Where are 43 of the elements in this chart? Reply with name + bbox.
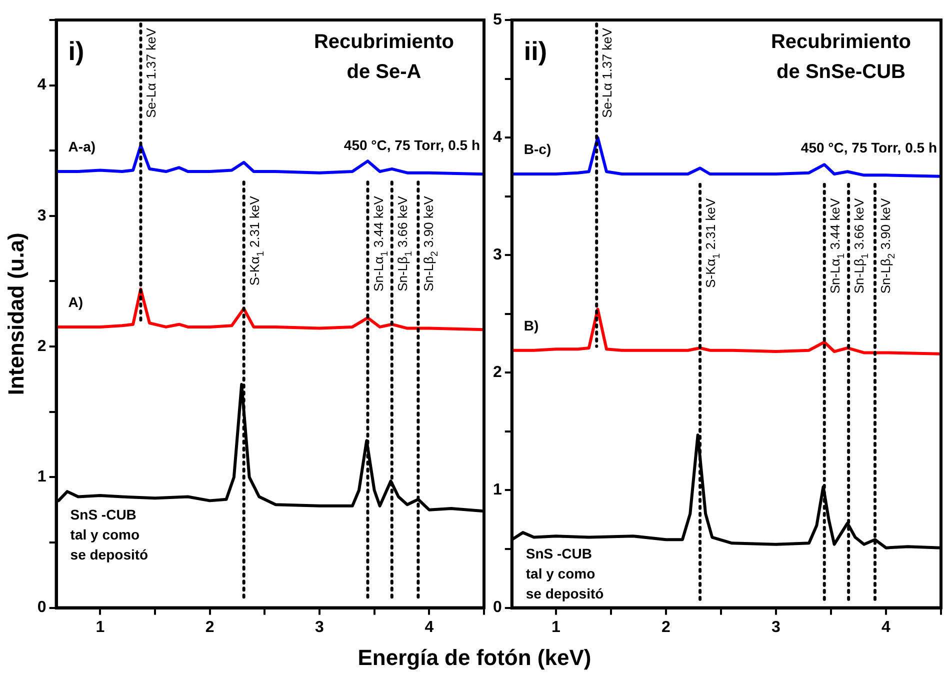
ref-line-label: S-Kα1 2.31 keV — [703, 198, 723, 288]
annotation: 450 °C, 75 Torr, 0.5 h — [344, 137, 480, 154]
ref-line-label: S-Kα1 2.31 keV — [246, 196, 266, 286]
ref-line-label: Se-Lα 1.37 keV — [600, 28, 615, 118]
x-tick-label: 2 — [661, 618, 670, 636]
x-tick-label: 3 — [772, 618, 781, 636]
y-tick-label: 3 — [37, 207, 46, 224]
ref-line-label: Sn-Lα1 3.44 keV — [827, 198, 847, 294]
x-tick-label: 1 — [96, 618, 105, 636]
x-tick-label: 4 — [882, 618, 891, 636]
y-tick-label: 3 — [492, 246, 502, 264]
ref-line-label: Sn-Lβ2 3.90 keV — [878, 198, 898, 294]
ref-line-label: Sn-Lα1 3.44 keV — [370, 196, 390, 292]
x-tick-label: 2 — [205, 618, 214, 636]
text: Recubrimiento de Se-A — [314, 31, 454, 83]
annotation: 450 °C, 75 Torr, 0.5 h — [800, 139, 937, 156]
y-axis-title: Intensidad (u.a) — [3, 232, 28, 396]
y-tick-label: 4 — [37, 76, 46, 94]
series-label: B-c) — [524, 141, 552, 158]
x-tick-label: 3 — [315, 618, 324, 636]
ref-line-label: Sn-Lβ1 3.66 keV — [852, 198, 872, 294]
series-label: B) — [524, 317, 539, 334]
y-tick-label: 1 — [37, 468, 46, 486]
annotation: ii) — [524, 36, 548, 66]
y-tick-label: 5 — [492, 11, 502, 28]
annotation: i) — [68, 36, 84, 66]
y-tick-label: 0 — [492, 599, 502, 616]
ref-line-label: Sn-Lβ1 3.66 keV — [394, 196, 414, 292]
series-label: SnS -CUB tal y como se depositó — [70, 506, 148, 563]
x-tick-label: 1 — [551, 618, 560, 636]
y-tick-label: 4 — [492, 128, 502, 146]
y-tick-label: 2 — [492, 364, 502, 382]
x-tick-label: 4 — [424, 618, 434, 636]
series-label: A-a) — [68, 138, 96, 155]
ref-line-label: Sn-Lβ2 3.90 keV — [421, 196, 441, 292]
x-axis-title: Energía de fotón (keV) — [356, 645, 592, 671]
series-label: A) — [68, 294, 84, 310]
y-tick-label: 2 — [37, 338, 46, 355]
y-tick-label: 0 — [37, 599, 46, 616]
ref-line-label: Se-Lα 1.37 keV — [144, 28, 159, 118]
y-tick-label: 1 — [492, 482, 502, 499]
series-label: SnS -CUB tal y como se depositó — [526, 546, 604, 602]
text: Recubrimiento de SnSe-CUB — [770, 31, 912, 83]
